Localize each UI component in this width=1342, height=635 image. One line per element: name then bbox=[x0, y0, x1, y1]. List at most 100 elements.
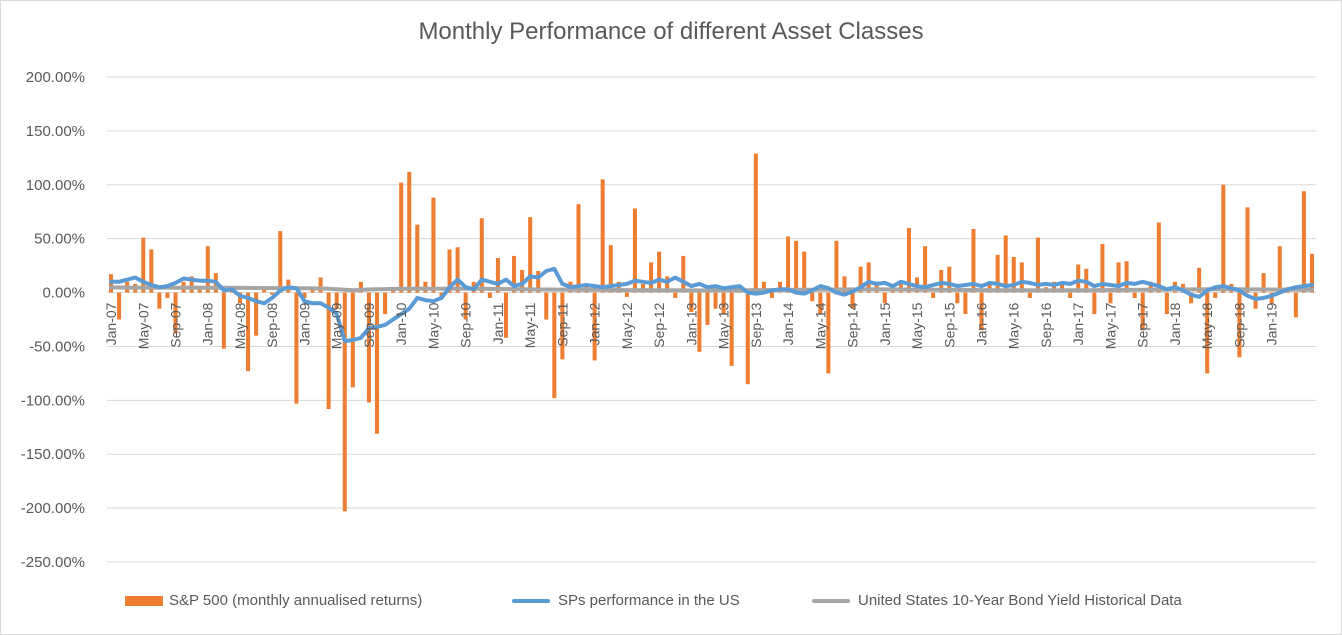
x-axis-tick-labels: Jan-07 May-07 Sep-07 Jan-08 May-08 Sep-08 Jan-… bbox=[103, 302, 1280, 349]
sp500-bar bbox=[254, 292, 259, 336]
x-tick-label: Jan-15 bbox=[877, 302, 893, 345]
gridlines bbox=[107, 76, 1316, 563]
sp500-bar bbox=[1148, 281, 1153, 293]
sp500-bar bbox=[431, 197, 436, 293]
x-tick-label: Jan-12 bbox=[587, 302, 603, 345]
sp500-bar bbox=[560, 292, 565, 360]
sp500-bar bbox=[616, 281, 621, 293]
legend-label-sps: SPs performance in the US bbox=[558, 592, 740, 609]
sp500-bar bbox=[342, 292, 347, 512]
sp500-bar bbox=[826, 292, 831, 374]
sp500-bar bbox=[512, 255, 517, 293]
y-tick-label: 200.00% bbox=[26, 69, 85, 86]
sp500-bar bbox=[1076, 264, 1081, 293]
sp500-bar bbox=[689, 292, 694, 312]
sp500-bar bbox=[310, 290, 315, 293]
x-tick-label: Sep-14 bbox=[845, 302, 861, 347]
sp500-bar bbox=[1164, 292, 1169, 315]
sp500-bar bbox=[189, 276, 194, 293]
sp500-bar bbox=[858, 266, 863, 293]
sp500-bar bbox=[600, 179, 605, 293]
sp500-bar bbox=[649, 262, 654, 293]
sp500-bar bbox=[383, 292, 388, 315]
x-tick-label: Sep-08 bbox=[264, 302, 280, 347]
sp500-bar bbox=[1092, 292, 1097, 315]
sp500-bar bbox=[882, 292, 887, 304]
sp500-bar bbox=[1140, 292, 1145, 331]
sp500-bar bbox=[971, 228, 976, 293]
sp500-bar bbox=[705, 292, 710, 325]
x-tick-label: May-15 bbox=[909, 302, 925, 349]
bond-yield-line bbox=[109, 285, 1314, 293]
x-tick-label: May-16 bbox=[1006, 302, 1022, 349]
sp500-bar bbox=[794, 240, 799, 293]
legend-item-sps: SPs performance in the US bbox=[512, 592, 740, 609]
sp500-bar bbox=[479, 218, 484, 293]
x-tick-label: May-13 bbox=[716, 302, 732, 349]
x-tick-label: May-10 bbox=[425, 302, 441, 349]
sp500-bar bbox=[721, 292, 726, 315]
sp500-bar bbox=[729, 292, 734, 366]
y-tick-label: 50.00% bbox=[34, 231, 85, 248]
sp500-bar bbox=[302, 292, 307, 298]
sp500-bar bbox=[761, 281, 766, 293]
sp500-bar bbox=[1116, 262, 1121, 293]
sp500-bar bbox=[1277, 246, 1282, 293]
sp500-bar bbox=[842, 276, 847, 293]
sp500-bar bbox=[1237, 292, 1242, 358]
x-tick-label: Jan-10 bbox=[393, 302, 409, 345]
sp500-bar bbox=[157, 292, 162, 309]
sp500-bar bbox=[407, 171, 412, 293]
sp500-bar bbox=[1011, 256, 1016, 293]
sp500-bar bbox=[544, 292, 549, 320]
sp500-bar bbox=[358, 281, 363, 293]
legend-label-bond: United States 10-Year Bond Yield Histori… bbox=[858, 592, 1182, 609]
legend-item-sp500: S&P 500 (monthly annualised returns) bbox=[125, 592, 422, 609]
sp500-bar bbox=[995, 254, 1000, 293]
sp500-bar bbox=[987, 281, 992, 293]
sp500-bar bbox=[665, 276, 670, 293]
sp500-bar bbox=[608, 245, 613, 293]
sp500-bar bbox=[1197, 267, 1202, 293]
x-tick-label: May-12 bbox=[619, 302, 635, 349]
sp500-bar bbox=[979, 292, 984, 331]
y-tick-label: -200.00% bbox=[21, 500, 85, 517]
sp500-bar bbox=[318, 277, 323, 293]
sp500-bar bbox=[1035, 237, 1040, 293]
sp500-bar bbox=[455, 247, 460, 293]
sps-performance-line bbox=[109, 266, 1314, 344]
y-tick-label: -250.00% bbox=[21, 554, 85, 571]
sp500-bar bbox=[866, 262, 871, 293]
sp500-bar bbox=[415, 224, 420, 293]
sp500-bar bbox=[270, 292, 275, 295]
x-tick-label: Jan-07 bbox=[103, 302, 119, 345]
sp500-bar bbox=[713, 292, 718, 309]
sp500-bar bbox=[697, 292, 702, 352]
sp500-bar bbox=[1027, 292, 1032, 298]
sp500-bar bbox=[221, 292, 226, 349]
sp500-bar bbox=[278, 231, 283, 293]
x-tick-label: Sep-09 bbox=[361, 302, 377, 347]
x-tick-label: May-18 bbox=[1199, 302, 1215, 349]
legend-swatch-sps bbox=[512, 598, 550, 603]
x-tick-label: Sep-12 bbox=[651, 302, 667, 347]
sp500-bar bbox=[802, 251, 807, 293]
sp500-bar bbox=[923, 246, 928, 293]
sp500-bar bbox=[834, 240, 839, 293]
sp500-bar bbox=[1052, 281, 1057, 293]
x-tick-label: Jan-19 bbox=[1264, 302, 1280, 345]
y-tick-label: -50.00% bbox=[29, 338, 85, 355]
sp500-bar bbox=[503, 292, 508, 338]
sp500-bar bbox=[1100, 244, 1105, 293]
sp500-bar bbox=[536, 271, 541, 293]
sp500-bar bbox=[1301, 191, 1306, 293]
sp500-bar bbox=[1213, 292, 1218, 298]
y-tick-label: -100.00% bbox=[21, 392, 85, 409]
sp500-bar bbox=[874, 281, 879, 293]
legend-swatch-bond bbox=[812, 598, 850, 603]
x-tick-label: Jan-14 bbox=[780, 302, 796, 345]
sp500-bar bbox=[447, 249, 452, 293]
legend: S&P 500 (monthly annualised returns) SPs… bbox=[0, 592, 1342, 616]
legend-swatch-sp500 bbox=[125, 595, 163, 606]
sp500-bar bbox=[681, 255, 686, 293]
